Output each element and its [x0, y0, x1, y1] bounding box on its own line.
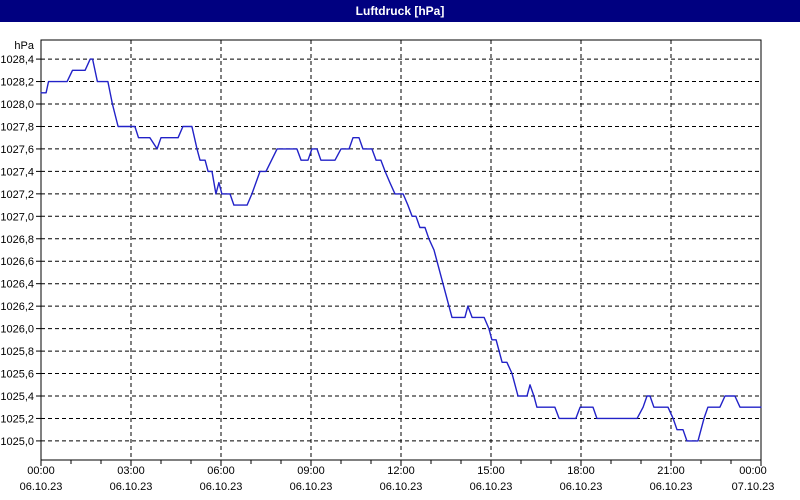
y-axis-label: 1027,2 — [0, 189, 34, 201]
y-axis-label: 1025,6 — [0, 369, 34, 381]
x-axis-time-label: 00:00 — [739, 465, 767, 477]
y-axis-label: 1028,2 — [0, 77, 34, 89]
y-axis-label: 1025,4 — [0, 391, 34, 403]
x-axis-date-label: 06.10.23 — [380, 481, 423, 493]
x-axis-date-label: 06.10.23 — [470, 481, 513, 493]
y-axis-label: 1027,4 — [0, 166, 34, 178]
y-axis-label: 1027,6 — [0, 144, 34, 156]
x-axis-date-label: 06.10.23 — [20, 481, 63, 493]
y-axis-unit-label: hPa — [14, 40, 34, 52]
plot-border — [40, 39, 762, 461]
y-axis-label: 1028,0 — [0, 99, 34, 111]
y-axis-label: 1028,4 — [0, 54, 34, 66]
x-axis-time-label: 21:00 — [657, 465, 685, 477]
y-axis-label: 1026,0 — [0, 324, 34, 336]
pressure-line — [40, 58, 762, 442]
y-axis-label: 1026,6 — [0, 256, 34, 268]
x-axis-time-label: 00:00 — [27, 465, 55, 477]
x-axis-date-label: 07.10.23 — [732, 481, 775, 493]
y-axis-label: 1025,8 — [0, 346, 34, 358]
y-axis-label: 1027,8 — [0, 121, 34, 133]
x-axis-date-label: 06.10.23 — [650, 481, 693, 493]
x-axis-date-label: 06.10.23 — [200, 481, 243, 493]
y-axis-label: 1025,0 — [0, 436, 34, 448]
chart-title: Luftdruck [hPa] — [355, 4, 445, 18]
title-bar: Luftdruck [hPa] — [0, 0, 800, 22]
x-axis-time-label: 03:00 — [117, 465, 145, 477]
x-axis-time-label: 06:00 — [207, 465, 235, 477]
y-axis-label: 1027,0 — [0, 211, 34, 223]
y-axis-label: 1025,2 — [0, 413, 34, 425]
y-axis-label: 1026,8 — [0, 234, 34, 246]
y-axis-label: 1026,2 — [0, 301, 34, 313]
x-axis-time-label: 12:00 — [387, 465, 415, 477]
x-axis-time-label: 09:00 — [297, 465, 325, 477]
y-axis-label: 1026,4 — [0, 279, 34, 291]
x-axis-date-label: 06.10.23 — [560, 481, 603, 493]
x-axis-date-label: 06.10.23 — [110, 481, 153, 493]
x-axis-time-label: 18:00 — [567, 465, 595, 477]
x-axis-time-label: 15:00 — [477, 465, 505, 477]
x-axis-date-label: 06.10.23 — [290, 481, 333, 493]
